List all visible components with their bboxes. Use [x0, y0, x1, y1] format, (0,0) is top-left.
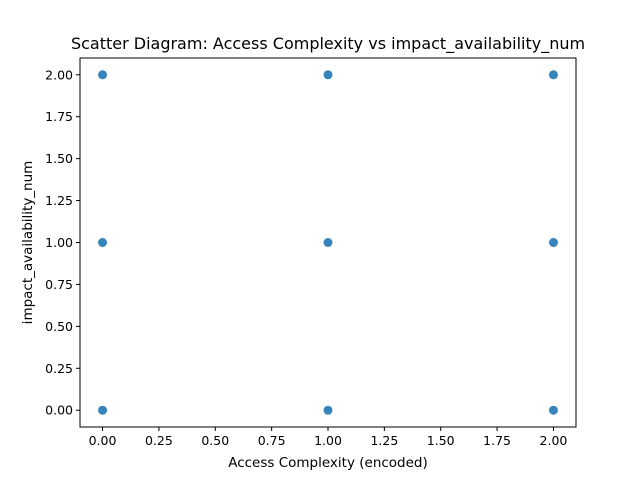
data-points — [98, 70, 558, 415]
scatter-point — [323, 70, 333, 80]
y-tick-label: 1.75 — [45, 109, 73, 124]
y-tick-label: 0.75 — [45, 277, 73, 292]
x-tick-label: 1.50 — [427, 433, 455, 448]
x-tick-label: 0.00 — [89, 433, 117, 448]
x-axis: 0.00 0.25 0.50 0.75 1.00 1.25 1.50 1.75 2.00 — [89, 427, 568, 448]
scatter-point — [548, 238, 558, 247]
chart-title: Scatter Diagram: Access Complexity vs im… — [71, 34, 585, 54]
x-tick-label: 1.75 — [483, 433, 511, 448]
x-tick-label: 1.00 — [314, 433, 342, 448]
x-tick-label: 1.25 — [370, 433, 398, 448]
scatter-point — [98, 405, 108, 415]
y-axis: 0.00 0.25 0.50 0.75 1.00 1.25 1.50 1.75 2.00 — [45, 67, 80, 418]
x-tick-label: 0.75 — [258, 433, 286, 448]
y-tick-label: 0.00 — [45, 403, 73, 418]
scatter-point — [98, 238, 108, 247]
x-axis-title: Access Complexity (encoded) — [228, 455, 428, 471]
scatter-point — [323, 405, 333, 415]
y-tick-label: 0.50 — [45, 319, 73, 334]
scatter-point — [548, 70, 558, 80]
x-tick-label: 2.00 — [540, 433, 568, 448]
plot-frame — [79, 57, 577, 428]
scatter-point — [548, 405, 558, 415]
y-tick-label: 2.00 — [45, 67, 73, 82]
y-axis-title: impact_availability_num — [20, 161, 36, 325]
scatter-point — [98, 70, 108, 80]
y-tick-label: 1.00 — [45, 235, 73, 250]
y-tick-label: 1.50 — [45, 151, 73, 166]
x-tick-label: 0.50 — [201, 433, 229, 448]
y-tick-label: 0.25 — [45, 361, 73, 376]
scatter-point — [323, 238, 333, 247]
y-tick-label: 1.25 — [45, 193, 73, 208]
x-tick-label: 0.25 — [145, 433, 173, 448]
